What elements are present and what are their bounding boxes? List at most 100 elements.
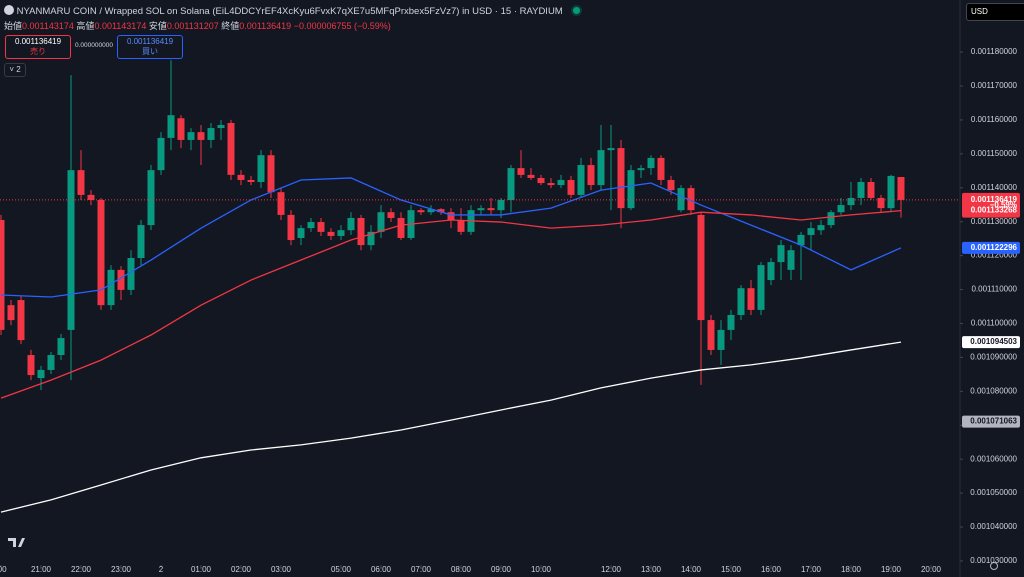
x-tick-label: 20:00 (921, 565, 942, 574)
candle-body (97, 199, 105, 306)
candle-body (437, 209, 445, 213)
ma-label: 0.001122296 (971, 243, 1018, 252)
ohlc-value: 0.001143174 (22, 21, 74, 31)
candle-body (257, 155, 265, 183)
buy-button[interactable]: 0.001136419 買い (117, 35, 183, 59)
x-tick-label: 05:00 (331, 565, 352, 574)
y-tick-label: 0.001130000 (971, 217, 1018, 226)
candle-body (617, 148, 625, 209)
candle-body (397, 217, 405, 238)
candle-body (787, 250, 795, 270)
ohlc-label: 始値 (4, 21, 23, 31)
candle-body (747, 288, 755, 310)
candle-body (57, 338, 65, 356)
moving-average (0, 341, 902, 513)
candle-body (657, 157, 665, 180)
x-tick-label: 02:00 (231, 565, 252, 574)
candle-body (897, 177, 905, 200)
candle-body (287, 214, 295, 241)
candle-body (127, 257, 135, 290)
x-tick-label: 03:00 (271, 565, 292, 574)
status-dot (573, 7, 581, 14)
ma-label: 0.001094503 (970, 337, 1017, 346)
candle-body (877, 197, 885, 209)
candle-body (167, 115, 175, 138)
candle-body (7, 305, 15, 321)
x-tick-label: 15:00 (721, 565, 742, 574)
ohlc-label: 高値 (76, 21, 95, 31)
candle-body (297, 228, 305, 238)
candle-body (207, 128, 215, 140)
x-tick-label: 2 (159, 565, 164, 574)
candle-body (37, 369, 45, 379)
y-tick-label: 0.001110000 (971, 285, 1017, 294)
ohlc-value: 0.001131207 (166, 21, 219, 31)
candle-body (807, 228, 815, 235)
candle-body (147, 170, 155, 226)
x-tick-label: 16:00 (761, 565, 782, 574)
level-label: 0.001071063 (970, 417, 1017, 426)
sell-price: 0.001136419 (14, 37, 62, 46)
candle-body (187, 132, 195, 140)
candle-body (427, 209, 435, 213)
ohlc-value: 0.001136419 (239, 21, 292, 31)
candle-body (837, 205, 845, 213)
candle-body (327, 231, 335, 236)
settings-icon[interactable] (990, 562, 998, 570)
y-tick-label: 0.001050000 (970, 488, 1017, 497)
candle-body (537, 177, 545, 184)
buy-label: 買い (142, 47, 158, 56)
candle-body (447, 212, 455, 221)
candle-body (827, 212, 835, 226)
candle-body (117, 269, 125, 290)
candle-body (157, 137, 165, 171)
candle-body (767, 262, 775, 281)
sell-button[interactable]: 0.001136419 売り (5, 35, 71, 59)
candle-body (337, 230, 345, 236)
candle-body (227, 122, 235, 175)
candle-body (627, 170, 635, 209)
candle-body (527, 174, 535, 178)
x-tick-label: 01:00 (191, 565, 212, 574)
candle-body (217, 125, 225, 129)
candle-body (607, 148, 615, 151)
candle-body (47, 355, 55, 370)
candle-body (317, 222, 325, 232)
spread: 0.000000000 (75, 42, 113, 49)
y-tick-label: 0.001080000 (970, 386, 1017, 395)
candle-body (887, 175, 895, 209)
candle-body (757, 265, 765, 310)
x-tick-label: 22:00 (71, 565, 92, 574)
x-tick-label: 06:00 (371, 565, 392, 574)
indicator-count: 2 (16, 65, 21, 74)
y-tick-label: 0.001030000 (970, 556, 1017, 565)
candle-body (457, 220, 465, 232)
ohlc-label: 終値 (221, 21, 240, 31)
y-tick-label: 0.001150000 (971, 149, 1018, 158)
candle-body (487, 208, 495, 211)
candle-body (597, 150, 605, 186)
candle-body (87, 194, 95, 200)
candle-body (867, 182, 875, 198)
symbol-icon (4, 5, 14, 15)
x-tick-label: 18:00 (841, 565, 862, 574)
candle-body (797, 234, 805, 246)
change-label: −0.59% (990, 200, 1017, 209)
header-row: NYANMARU COIN / Wrapped SOL on Solana (E… (4, 5, 581, 17)
ma-label: 0.001133268 (971, 206, 1018, 215)
candle-body (307, 222, 315, 229)
candle-body (277, 192, 285, 215)
symbol: NYANMARU COIN / Wrapped SOL on Solana (E… (16, 6, 563, 17)
ohlc-label: 安値 (148, 21, 167, 31)
candle-body (697, 214, 705, 321)
candle-body (27, 355, 35, 376)
change: −0.000006755 (−0.59%) (293, 21, 391, 31)
currency-select[interactable]: USD (966, 3, 1024, 21)
y-tick-label: 0.001120000 (971, 251, 1018, 260)
y-tick-label: 0.001180000 (971, 47, 1018, 56)
indicator-toggle[interactable]: ˅ 2 (4, 63, 26, 77)
x-tick-label: :00 (0, 565, 7, 574)
candle-body (677, 188, 685, 211)
candle-body (687, 188, 695, 211)
